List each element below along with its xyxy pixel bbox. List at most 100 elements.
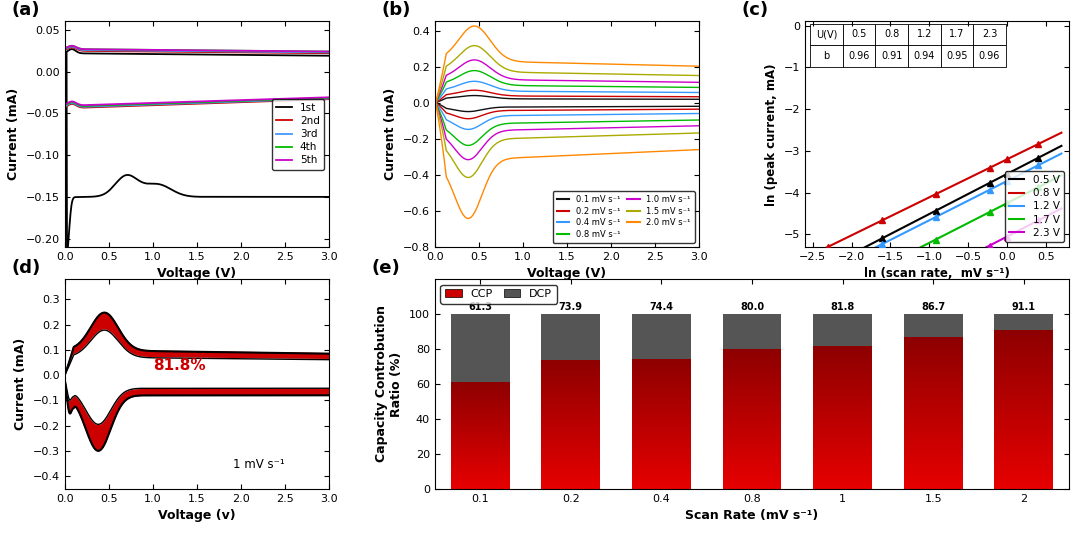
Bar [541,418,600,420]
Legend: CCP, DCP: CCP, DCP [441,285,557,304]
Bar [813,444,872,446]
Bar [723,473,782,475]
Bar [813,472,872,474]
Bar [813,484,872,487]
Bar [995,433,1053,436]
Bar [541,474,600,476]
Bar [813,389,872,391]
Bar [632,389,691,391]
3rd [127,47,140,54]
Bar [450,455,510,456]
Bar [995,425,1053,428]
Bar [723,414,782,417]
Bar [904,355,962,358]
Bar [723,475,782,477]
Bar [450,440,510,442]
Bar [541,394,600,396]
Bar [541,416,600,418]
Bar [813,441,872,444]
Bar [813,415,872,417]
Bar [723,454,782,456]
Bar [632,465,691,467]
Bar [541,405,600,407]
Bar [723,356,782,358]
Bar [723,447,782,449]
Y-axis label: Current (mA): Current (mA) [384,88,397,180]
5th [127,47,140,53]
Bar [632,426,691,428]
Bar [632,452,691,454]
Bar [904,401,962,403]
Bar [995,460,1053,462]
Bar [632,417,691,419]
5th [179,47,192,53]
Bar [541,422,600,424]
Bar [632,396,691,398]
4th [215,47,228,54]
Y-axis label: Current (mA): Current (mA) [14,338,27,430]
Bar [541,377,600,379]
Bar [723,463,782,466]
Bar [541,476,600,478]
Bar [723,482,782,484]
Bar [450,423,510,424]
Bar [541,390,600,392]
Bar [813,367,872,369]
Bar [904,383,962,385]
Bar [995,380,1053,383]
Bar [632,461,691,463]
Bar [995,335,1053,338]
Text: (d): (d) [12,259,41,277]
Bar [632,361,691,363]
Bar [632,409,691,411]
Bar [450,466,510,467]
Bar [904,350,962,352]
Bar [813,487,872,489]
Bar [995,475,1053,478]
Bar [995,364,1053,367]
2nd [323,50,336,56]
Bar [813,474,872,477]
Bar [813,401,872,403]
Bar [723,377,782,379]
Bar [904,423,962,426]
Bar [723,358,782,361]
Bar [904,418,962,420]
Bar [723,314,782,349]
Bar [541,398,600,401]
Bar [904,468,962,471]
Bar [813,355,872,358]
Bar [904,398,962,401]
5th [323,48,336,55]
Bar [995,346,1053,348]
Bar [995,423,1053,425]
Bar [723,468,782,470]
X-axis label: Voltage (V): Voltage (V) [527,267,607,280]
Bar [541,314,600,360]
Bar [632,372,691,374]
Bar [632,369,691,372]
Bar [723,459,782,461]
Bar [904,345,962,347]
Bar [632,428,691,430]
Bar [632,474,691,476]
Bar [541,403,600,405]
Bar [541,392,600,394]
Bar [904,438,962,441]
Bar [995,369,1053,372]
Bar [632,422,691,424]
Bar [541,424,600,426]
1st [235,52,248,58]
Bar [995,441,1053,444]
Bar [541,456,600,459]
4th [66,42,79,49]
2nd [235,49,248,56]
3rd [59,46,72,52]
Bar [723,365,782,368]
Bar [904,451,962,453]
Bar [723,440,782,442]
Bar [450,473,510,474]
Bar [813,427,872,429]
Bar [450,424,510,426]
Bar [995,470,1053,473]
